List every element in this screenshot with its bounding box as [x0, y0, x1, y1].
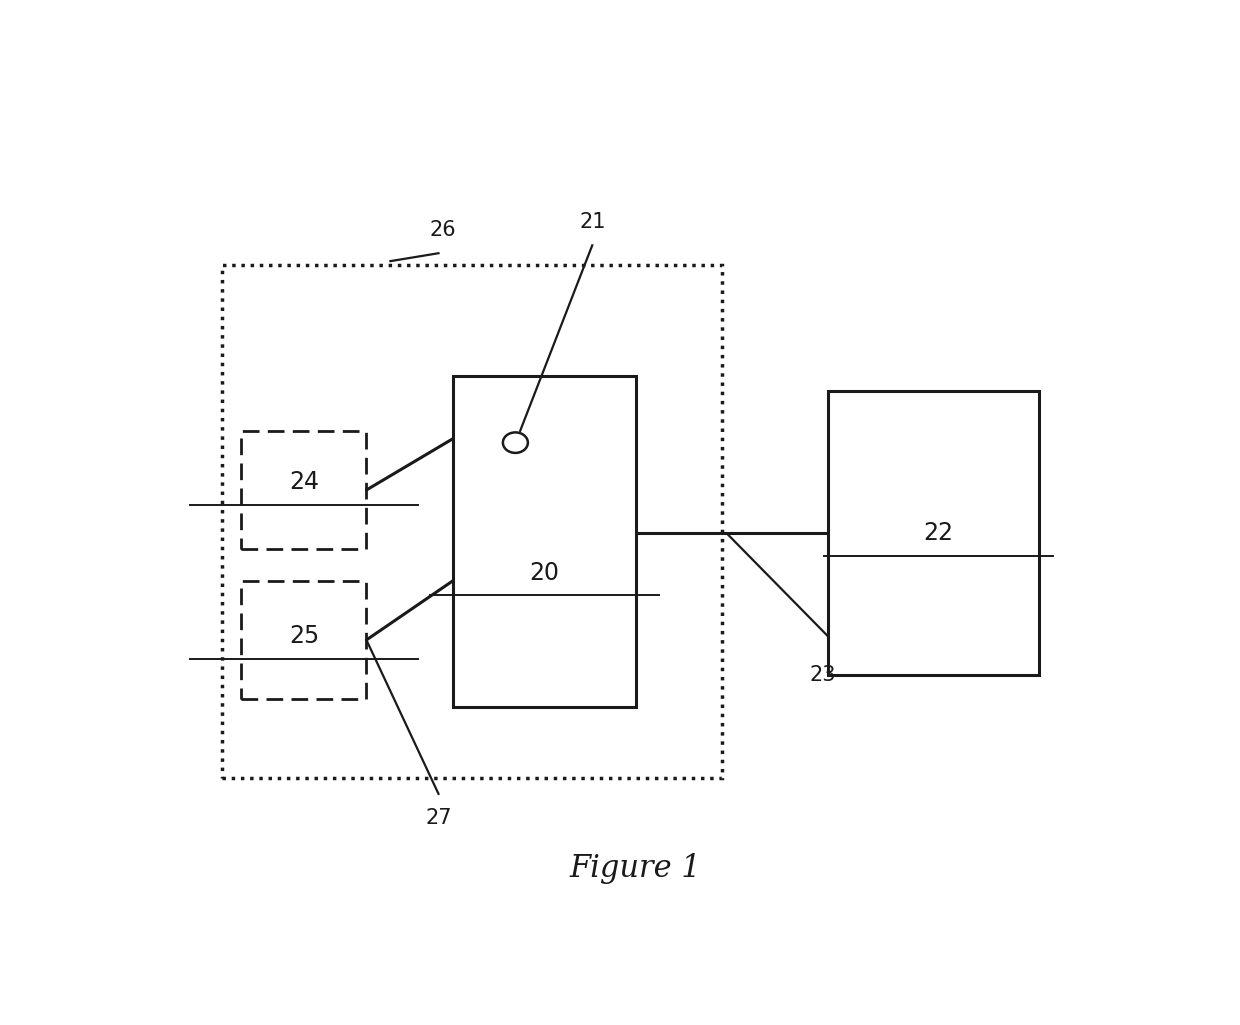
- Bar: [453, 375, 635, 707]
- Text: 20: 20: [529, 561, 559, 585]
- Bar: [828, 392, 1039, 675]
- Text: 23: 23: [810, 665, 836, 686]
- Text: 22: 22: [924, 522, 954, 545]
- Text: 26: 26: [430, 219, 456, 240]
- Text: 25: 25: [289, 624, 319, 648]
- Text: 27: 27: [425, 808, 451, 827]
- Text: 24: 24: [289, 470, 319, 494]
- Text: Figure 1: Figure 1: [569, 854, 702, 885]
- Text: 21: 21: [579, 211, 605, 232]
- Bar: [242, 581, 367, 699]
- Bar: [242, 430, 367, 549]
- Bar: [222, 265, 722, 778]
